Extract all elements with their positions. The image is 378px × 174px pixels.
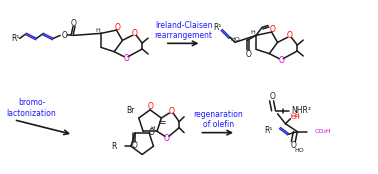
Text: =: = bbox=[158, 118, 166, 128]
Text: bromo-
lactonization: bromo- lactonization bbox=[7, 98, 56, 117]
Text: R¹: R¹ bbox=[264, 126, 273, 135]
Text: OH: OH bbox=[290, 113, 300, 118]
Text: H: H bbox=[151, 126, 155, 131]
Text: O: O bbox=[287, 31, 292, 40]
Text: O: O bbox=[270, 25, 276, 34]
Text: O: O bbox=[148, 128, 154, 137]
Text: O: O bbox=[290, 141, 296, 150]
Text: O: O bbox=[115, 23, 121, 32]
Text: O: O bbox=[131, 141, 137, 150]
Text: H: H bbox=[96, 28, 101, 33]
Text: O: O bbox=[278, 56, 284, 65]
Text: O: O bbox=[164, 134, 170, 143]
Text: R¹: R¹ bbox=[11, 34, 19, 43]
Text: OH: OH bbox=[290, 115, 300, 120]
Text: H: H bbox=[251, 30, 256, 35]
Text: R: R bbox=[112, 142, 117, 151]
Text: O: O bbox=[131, 29, 137, 38]
Text: O: O bbox=[61, 31, 67, 40]
Text: Br: Br bbox=[127, 106, 135, 115]
Text: R¹: R¹ bbox=[213, 23, 222, 32]
Text: O: O bbox=[147, 102, 153, 111]
Text: O: O bbox=[245, 50, 251, 59]
Text: O: O bbox=[71, 19, 77, 28]
Text: HO: HO bbox=[231, 37, 240, 42]
Text: Ireland-Claisen
rearrangement: Ireland-Claisen rearrangement bbox=[155, 21, 213, 40]
Text: NHR²: NHR² bbox=[291, 106, 311, 115]
Text: CO₂H: CO₂H bbox=[315, 129, 332, 134]
Text: O: O bbox=[123, 54, 129, 63]
Text: O: O bbox=[168, 107, 174, 116]
Text: regenaration
of olefin: regenaration of olefin bbox=[194, 110, 243, 129]
Text: O: O bbox=[270, 92, 276, 101]
Text: HO: HO bbox=[294, 148, 304, 153]
